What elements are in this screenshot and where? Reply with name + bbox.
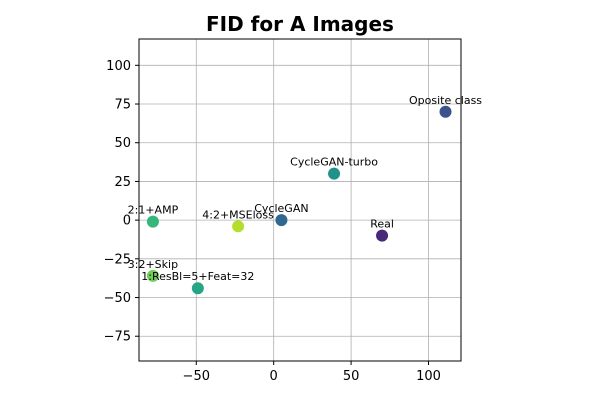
y-tick-label: −50	[104, 291, 131, 306]
data-point	[439, 105, 452, 118]
data-point-label: CycleGAN-turbo	[290, 156, 378, 169]
data-point-label: Oposite class	[409, 94, 482, 107]
axes: −50 0 50 100 −75 −50 −25 0 25 50 75 100	[104, 38, 462, 384]
data-point-label: 2:1+AMP	[128, 204, 179, 217]
data-point-label: 3:2+Skip	[128, 258, 178, 271]
y-tick-label: 25	[114, 175, 131, 190]
x-tick-label: −50	[183, 369, 210, 384]
data-point-label: 1:ResBl=5+Feat=32	[141, 270, 254, 283]
data-point	[232, 220, 245, 233]
data-point	[191, 282, 204, 295]
y-tick-label: 75	[114, 98, 131, 113]
data-point	[146, 269, 159, 282]
plot-frame	[138, 38, 462, 362]
chart-title: FID for A Images	[206, 12, 394, 36]
data-point	[146, 215, 159, 228]
data-point	[328, 167, 341, 180]
point-labels: Oposite class CycleGAN-turbo CycleGAN Real 4…	[128, 94, 483, 283]
grid	[139, 39, 461, 361]
x-tick-label: 0	[270, 369, 278, 384]
data-point	[376, 229, 389, 242]
x-tick-label: 50	[343, 369, 360, 384]
y-tick-label: 0	[123, 214, 131, 229]
data-points	[146, 105, 452, 295]
data-point-label: CycleGAN	[254, 202, 308, 215]
x-tick-label: 100	[416, 369, 441, 384]
data-point	[275, 214, 288, 227]
data-point-label: 4:2+MSEloss	[202, 208, 274, 221]
y-tick-label: −25	[104, 252, 131, 267]
data-point-label: Real	[370, 218, 394, 231]
y-tick-label: 100	[106, 59, 131, 74]
y-tick-label: 50	[114, 136, 131, 151]
y-tick-label: −75	[104, 330, 131, 345]
